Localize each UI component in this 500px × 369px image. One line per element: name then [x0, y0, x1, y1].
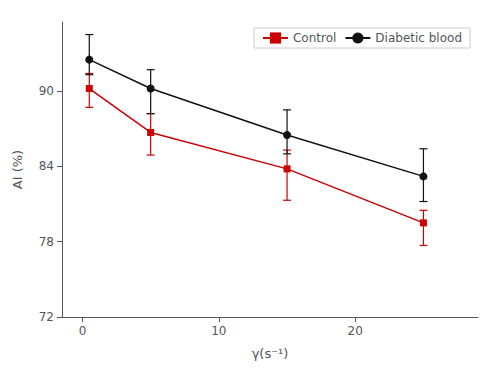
svg-text:10: 10 [211, 324, 226, 338]
svg-text:AI (%): AI (%) [10, 150, 25, 189]
svg-text:20: 20 [348, 324, 363, 338]
svg-text:72: 72 [39, 310, 54, 324]
svg-text:84: 84 [39, 159, 54, 173]
svg-text:78: 78 [39, 235, 54, 249]
svg-text:90: 90 [39, 84, 54, 98]
svg-text:0: 0 [79, 324, 87, 338]
svg-text:Diabetic blood: Diabetic blood [375, 31, 462, 45]
svg-text:γ(s⁻¹): γ(s⁻¹) [252, 346, 289, 361]
svg-text:Control: Control [293, 31, 336, 45]
